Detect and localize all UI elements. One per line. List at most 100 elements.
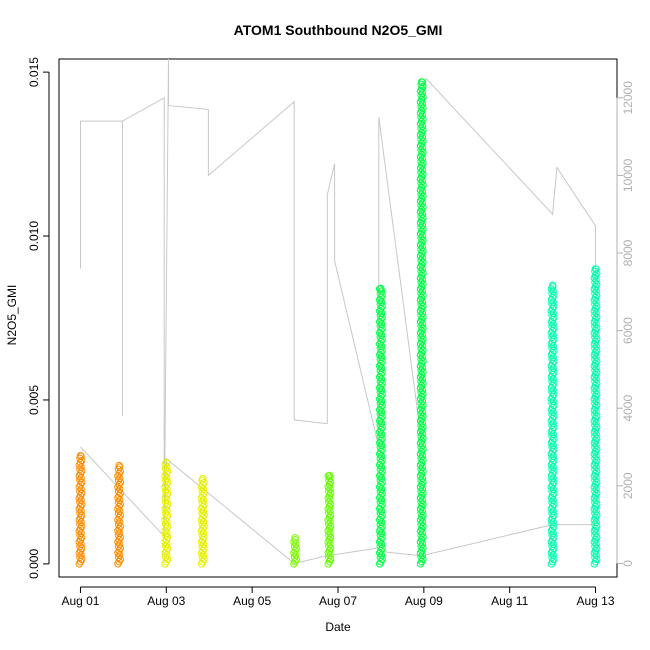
data-point <box>378 478 386 487</box>
data-point <box>163 555 172 564</box>
data-point-top <box>291 534 299 542</box>
data-point <box>163 533 172 542</box>
data-point <box>593 423 601 432</box>
data-point <box>550 412 558 421</box>
data-point <box>419 280 427 289</box>
data-point <box>593 555 601 564</box>
data-point <box>593 489 601 498</box>
data-point <box>419 148 427 157</box>
data-point <box>419 269 427 278</box>
data-point <box>593 500 601 509</box>
data-point <box>200 555 208 564</box>
data-point <box>593 368 601 377</box>
x-tick-label: Aug 13 <box>577 594 615 608</box>
data-point <box>116 511 125 520</box>
data-point <box>550 456 558 465</box>
data-point <box>116 555 125 564</box>
data-point <box>550 357 558 366</box>
data-point <box>163 478 172 487</box>
data-point <box>163 500 172 509</box>
data-point <box>593 346 601 355</box>
data-point <box>550 434 558 443</box>
data-point <box>419 159 427 168</box>
data-point <box>326 533 335 542</box>
data-point <box>200 511 208 520</box>
data-point <box>419 401 427 410</box>
data-point <box>419 489 427 498</box>
y-tick-label: 0.015 <box>27 57 41 87</box>
point-group-1 <box>75 452 86 568</box>
data-point <box>550 401 558 410</box>
data-point <box>78 522 86 531</box>
data-point <box>292 544 300 553</box>
secondary-series-layer <box>80 58 596 564</box>
point-group-6 <box>324 471 335 568</box>
data-point <box>326 478 335 487</box>
data-point <box>419 214 427 223</box>
data-point <box>550 467 558 476</box>
data-point <box>419 500 427 509</box>
data-point <box>593 533 601 542</box>
data-point <box>550 346 558 355</box>
data-point <box>593 379 601 388</box>
data-point <box>419 544 427 553</box>
data-point <box>116 500 125 509</box>
data-point <box>550 445 558 454</box>
y-tick-label: 0.005 <box>27 385 41 415</box>
data-point <box>593 401 601 410</box>
data-point <box>419 313 427 322</box>
secondary-series-connector <box>80 446 596 564</box>
data-point <box>378 456 386 465</box>
data-point <box>419 412 427 421</box>
data-point <box>78 478 86 487</box>
data-point <box>78 555 86 564</box>
data-point <box>593 390 601 399</box>
y2-axis: 0 2000 4000 6000 8000 10000 12000 <box>616 81 635 567</box>
data-point <box>163 511 172 520</box>
x-axis-label: Date <box>325 620 351 634</box>
data-point <box>163 463 171 471</box>
data-point <box>378 357 386 366</box>
data-point <box>378 368 386 377</box>
data-point <box>419 258 427 267</box>
data-point-top <box>76 452 85 460</box>
y2-tick-label: 2000 <box>621 472 635 499</box>
data-point <box>78 456 86 465</box>
data-point <box>419 137 427 146</box>
data-point-top <box>418 78 426 86</box>
data-point <box>593 313 601 322</box>
data-point <box>419 390 427 399</box>
data-point <box>593 478 601 487</box>
data-point <box>378 467 386 476</box>
data-point <box>593 434 601 443</box>
x-axis: Aug 01 Aug 03 Aug 05 Aug 07 Aug 09 Aug 11 Aug … <box>61 586 615 608</box>
data-point <box>378 500 386 509</box>
y-tick-label: 0.000 <box>27 549 41 579</box>
data-point <box>292 555 300 564</box>
data-point <box>593 445 601 454</box>
data-point <box>378 346 386 355</box>
data-point <box>419 368 427 377</box>
data-point-top <box>548 281 557 289</box>
x-tick-label: Aug 07 <box>319 594 357 608</box>
y-axis-label: N2O5_GMI <box>5 285 19 346</box>
data-point <box>593 467 601 476</box>
data-point <box>378 511 386 520</box>
data-point <box>593 522 601 531</box>
data-point <box>378 302 386 311</box>
data-point <box>419 467 427 476</box>
data-point <box>550 533 558 542</box>
data-point <box>326 511 335 520</box>
data-point <box>550 368 558 377</box>
data-point <box>419 335 427 344</box>
data-point-top <box>115 461 123 470</box>
data-point <box>550 522 558 531</box>
data-point <box>419 522 427 531</box>
data-point <box>550 302 558 311</box>
point-group-8 <box>416 78 427 568</box>
data-point <box>550 555 558 564</box>
data-point <box>419 192 427 201</box>
data-point <box>550 335 558 344</box>
y2-tick-label: 10000 <box>621 158 635 192</box>
